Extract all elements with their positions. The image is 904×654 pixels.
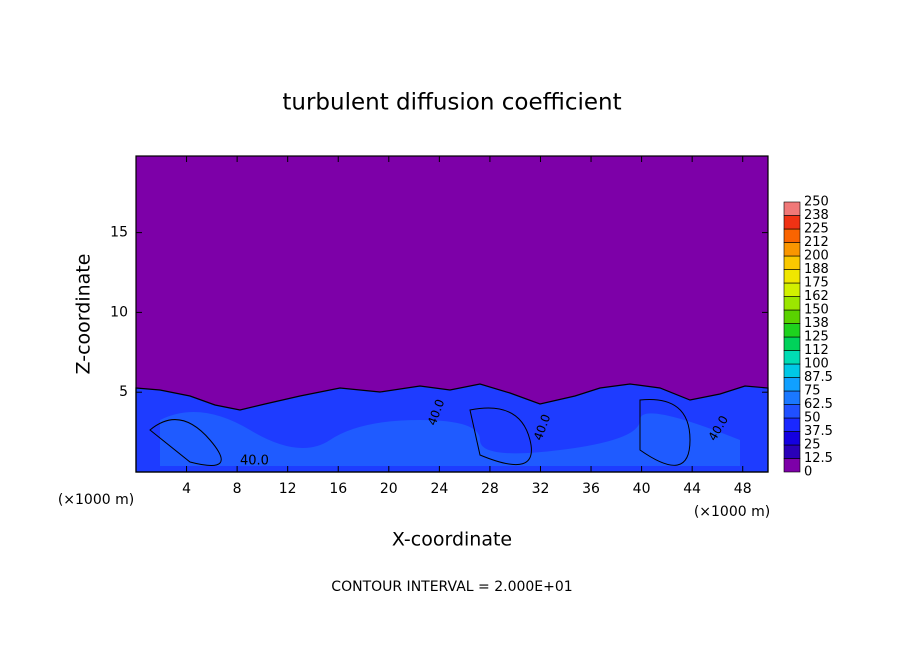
colorbar-box	[783, 350, 801, 365]
plot-frame	[135, 155, 769, 473]
colorbar-label: 112	[804, 343, 829, 358]
x-tick-label: 32	[532, 481, 550, 497]
colorbar-label: 62.5	[804, 397, 833, 412]
colorbar-box	[783, 336, 801, 351]
colorbar-label: 225	[804, 222, 829, 237]
colorbar-label: 162	[804, 289, 829, 304]
colorbar-box	[783, 269, 801, 284]
y-tick-label: 10	[110, 304, 128, 320]
colorbar-label: 87.5	[804, 370, 833, 385]
colorbar-label: 212	[804, 235, 829, 250]
x-tick-label: 8	[233, 481, 242, 497]
x-tick-label: 20	[380, 481, 398, 497]
colorbar-box	[783, 215, 801, 230]
colorbar-box	[783, 228, 801, 243]
colorbar-label: 75	[804, 384, 821, 399]
colorbar-box	[783, 390, 801, 405]
colorbar-label: 12.5	[804, 451, 833, 466]
colorbar-box	[783, 242, 801, 257]
colorbar-label: 37.5	[804, 424, 833, 439]
colorbar-box	[783, 404, 801, 419]
colorbar-label: 100	[804, 357, 829, 372]
chart-title: turbulent diffusion coefficient	[282, 90, 621, 116]
contour-line	[149, 399, 691, 466]
x-tick-label: 40	[633, 481, 651, 497]
colorbar-box	[783, 282, 801, 297]
colorbar-box	[783, 444, 801, 459]
colorbar-label: 25	[804, 438, 821, 453]
x-unit: (×1000 m)	[694, 504, 770, 520]
colorbar-box	[783, 431, 801, 446]
colorbar-box	[783, 255, 801, 270]
colorbar-label: 125	[804, 330, 829, 345]
x-tick-label: 48	[734, 481, 752, 497]
colorbar-box	[783, 377, 801, 392]
y-axis-label: Z-coordinate	[73, 254, 95, 375]
colorbar-label: 238	[804, 208, 829, 223]
contour-label: 40.0	[240, 454, 269, 469]
x-tick-label: 4	[182, 481, 191, 497]
colorbar-label: 50	[804, 411, 821, 426]
x-tick-label: 44	[683, 481, 701, 497]
y-tick-label: 5	[119, 384, 128, 400]
field-region	[160, 412, 740, 466]
x-tick-label: 12	[279, 481, 297, 497]
x-tick-label: 28	[481, 481, 499, 497]
colorbar-box	[783, 417, 801, 432]
colorbar-box	[783, 323, 801, 338]
colorbar-box	[783, 201, 801, 216]
footnote: CONTOUR INTERVAL = 2.000E+01	[331, 579, 572, 595]
y-tick-label: 15	[110, 225, 128, 241]
colorbar-box	[783, 296, 801, 311]
x-unit: (×1000 m)	[58, 492, 134, 508]
colorbar-label: 200	[804, 249, 829, 264]
x-tick-label: 36	[582, 481, 600, 497]
colorbar-label: 150	[804, 303, 829, 318]
colorbar-label: 175	[804, 276, 829, 291]
colorbar-box	[783, 309, 801, 324]
colorbar-label: 0	[804, 465, 812, 480]
colorbar-label: 188	[804, 262, 829, 277]
x-tick-label: 16	[329, 481, 347, 497]
colorbar-box	[783, 458, 801, 473]
x-axis-label: X-coordinate	[392, 529, 512, 551]
x-tick-label: 24	[430, 481, 448, 497]
colorbar-box	[783, 363, 801, 378]
colorbar-label: 138	[804, 316, 829, 331]
colorbar-label: 250	[804, 195, 829, 210]
